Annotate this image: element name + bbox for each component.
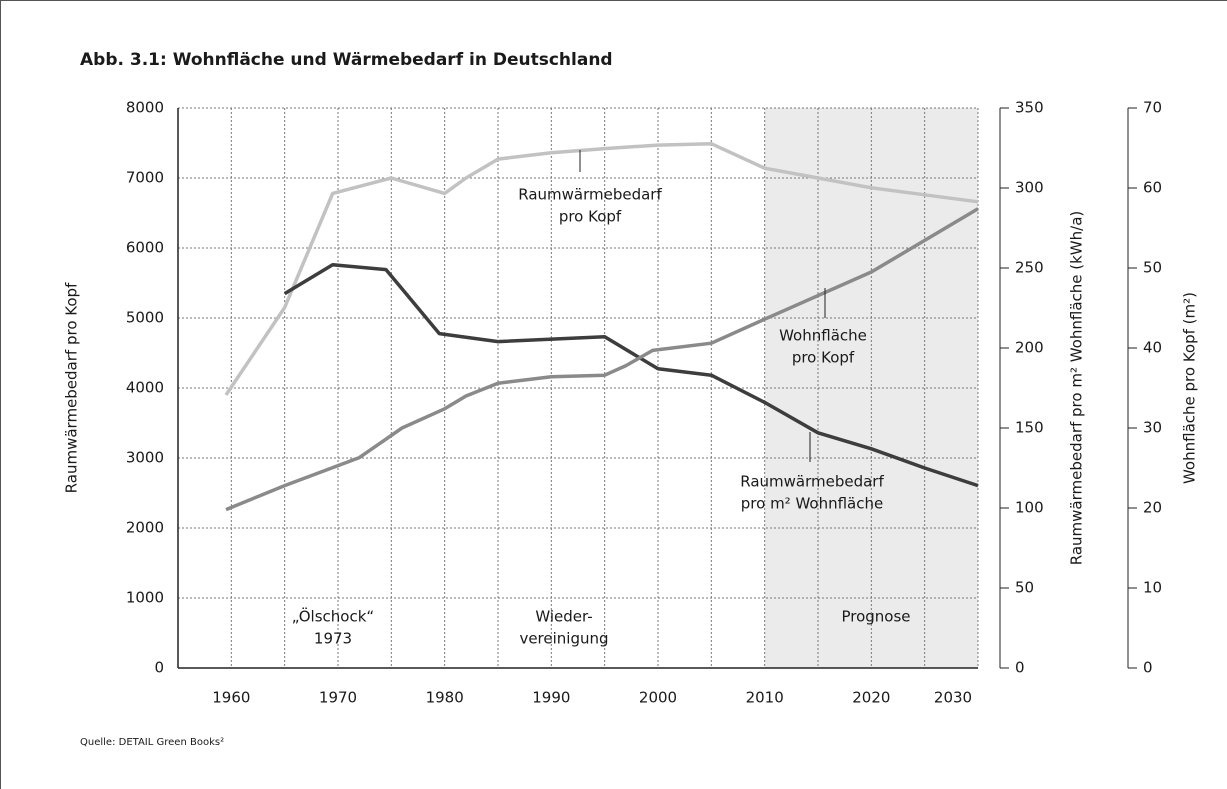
line-series bbox=[283, 263, 979, 488]
annotation: pro Kopf bbox=[792, 349, 855, 367]
y3-axis-tick-label: 0 bbox=[1143, 659, 1153, 677]
y3-axis-tick-label: 30 bbox=[1143, 419, 1162, 437]
x-tick-label: 2010 bbox=[746, 689, 784, 707]
x-tick-label: 2000 bbox=[639, 689, 677, 707]
y-tick-label: 3000 bbox=[126, 449, 164, 467]
x-tick-label: 2020 bbox=[852, 689, 890, 707]
y3-axis-tick-label: 20 bbox=[1143, 499, 1162, 517]
line-series bbox=[224, 141, 979, 396]
y-tick-label: 6000 bbox=[126, 239, 164, 257]
x-tick-label: 1980 bbox=[426, 689, 464, 707]
x-tick-label: 1990 bbox=[532, 689, 570, 707]
y-tick-label: 5000 bbox=[126, 309, 164, 327]
annotation: Prognose bbox=[841, 608, 910, 626]
y-axis-title: Raumwärmebedarf pro Kopf bbox=[63, 282, 81, 493]
y3-axis-tick-label: 70 bbox=[1143, 99, 1162, 117]
annotation: pro m² Wohnfläche bbox=[741, 495, 883, 513]
y3-axis-tick-label: 50 bbox=[1143, 259, 1162, 277]
x-tick-label: 1970 bbox=[319, 689, 357, 707]
y-tick-label: 4000 bbox=[126, 379, 164, 397]
y2-axis-tick-label: 50 bbox=[1015, 579, 1034, 597]
y2-axis-tick-label: 200 bbox=[1015, 339, 1044, 357]
line-series bbox=[225, 207, 979, 512]
y2-axis-title: Raumwärmebedarf pro m² Wohnfläche (kWh/a… bbox=[1068, 211, 1086, 566]
y2-axis-tick-label: 100 bbox=[1015, 499, 1044, 517]
annotation: 1973 bbox=[314, 630, 352, 648]
x-tick-label: 2030 bbox=[934, 689, 972, 707]
y-tick-label: 1000 bbox=[126, 589, 164, 607]
annotation: „Ölschock“ bbox=[292, 607, 374, 626]
annotation: vereinigung bbox=[519, 630, 608, 648]
y-tick-label: 0 bbox=[154, 659, 164, 677]
y3-axis-tick-label: 60 bbox=[1143, 179, 1162, 197]
y2-axis-tick-label: 300 bbox=[1015, 179, 1044, 197]
annotation: Raumwärmebedarf bbox=[740, 473, 884, 491]
y-tick-label: 7000 bbox=[126, 169, 164, 187]
annotation: Raumwärmebedarf bbox=[518, 186, 662, 204]
y-tick-label: 2000 bbox=[126, 519, 164, 537]
y2-axis-tick-label: 150 bbox=[1015, 419, 1044, 437]
y2-axis-tick-label: 350 bbox=[1015, 99, 1044, 117]
source: Quelle: DETAIL Green Books² bbox=[80, 737, 224, 748]
annotation: Wieder- bbox=[535, 608, 592, 626]
chart-title: Abb. 3.1: Wohnfläche und Wärmebedarf in … bbox=[80, 50, 613, 70]
y2-axis-tick-label: 0 bbox=[1015, 659, 1025, 677]
x-tick-label: 1960 bbox=[212, 689, 250, 707]
y2-axis-tick-label: 250 bbox=[1015, 259, 1044, 277]
y3-axis-tick-label: 40 bbox=[1143, 339, 1162, 357]
annotation: Wohnfläche bbox=[779, 327, 867, 345]
y-tick-label: 8000 bbox=[126, 99, 164, 117]
y3-axis-title: Wohnfläche pro Kopf (m²) bbox=[1181, 292, 1199, 484]
y3-axis-tick-label: 10 bbox=[1143, 579, 1162, 597]
annotation: pro Kopf bbox=[559, 208, 622, 226]
